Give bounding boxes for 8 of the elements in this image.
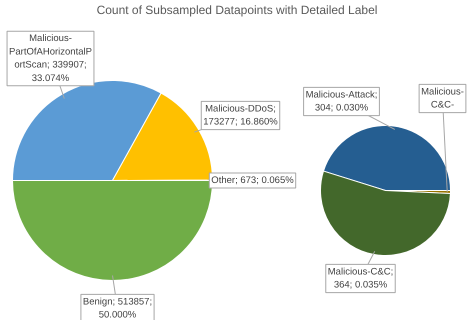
slice-label: Malicious-C&C; 364; 0.035% xyxy=(328,266,394,291)
slice-label: Malicious-DDoS; 173277; 16.860% xyxy=(203,103,278,128)
slice-label: Malicious-Attack; 304; 0.030% xyxy=(306,89,378,114)
slice-label: Other; 673; 0.065% xyxy=(211,175,294,186)
chart-title: Count of Subsampled Datapoints with Detailed Label xyxy=(96,2,378,19)
slice-label: Malicious-PartOfAHorizontalPortScan; 339907; 33.074% xyxy=(9,33,92,84)
slice-label: Malicious-C&C- xyxy=(421,86,464,111)
slice-label: Benign; 513857; 50.000% xyxy=(82,296,152,320)
